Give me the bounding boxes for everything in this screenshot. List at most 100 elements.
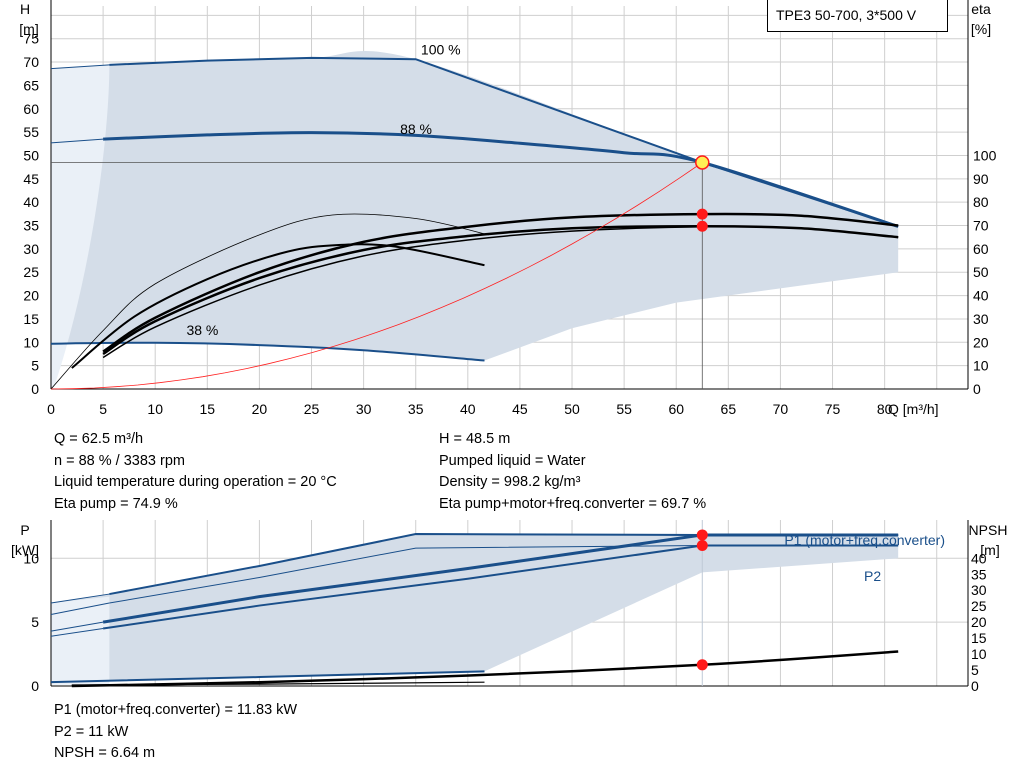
- power-curve-extension: [50, 602, 110, 615]
- info-liquid: Pumped liquid = Water: [439, 452, 586, 469]
- eta-tick-label: 80: [973, 194, 989, 210]
- npsh-tick-label: 10: [971, 646, 987, 662]
- info-top-right: H = 48.5 m Pumped liquid = Water Density…: [439, 429, 706, 515]
- p1-series-label: P1 (motor+freq.converter): [784, 532, 945, 548]
- npsh-axis-unit: [m]: [980, 542, 999, 558]
- h-axis-label: H: [20, 1, 30, 17]
- npsh-tick-label: 5: [971, 662, 979, 678]
- info-flow: Q = 62.5 m³/h: [54, 431, 144, 447]
- p2-marker: [696, 540, 708, 552]
- h-tick-label: 55: [23, 124, 39, 140]
- h-tick-label: 10: [23, 334, 39, 350]
- power-curve: [50, 670, 485, 684]
- eta-tick-label: 0: [973, 381, 981, 397]
- x-tick-label: 30: [356, 401, 372, 417]
- eta-tick-label: 30: [973, 311, 989, 327]
- npsh-tick-label: 15: [971, 630, 987, 646]
- h-tick-label: 65: [23, 77, 39, 93]
- npsh-tick-label: 35: [971, 566, 987, 582]
- efficiency-curve: [102, 225, 899, 359]
- x-tick-label: 15: [200, 401, 216, 417]
- power-curve: [102, 533, 899, 624]
- x-tick-label: 35: [408, 401, 424, 417]
- eta-tick-label: 60: [973, 241, 989, 257]
- p1-marker: [696, 529, 708, 541]
- p-axis-label: P: [20, 522, 29, 538]
- x-axis-label: Q [m³/h]: [888, 401, 939, 417]
- p-tick-label: 0: [31, 678, 39, 694]
- p-tick-label: 5: [31, 614, 39, 630]
- operating-envelope: [51, 51, 899, 361]
- h-tick-label: 40: [23, 194, 39, 210]
- eta-marker: [696, 220, 708, 232]
- eta-tick-label: 10: [973, 358, 989, 374]
- eta-tick-label: 20: [973, 334, 989, 350]
- info-speed: n = 88 % / 3383 rpm: [54, 452, 185, 469]
- npsh-curve-low: [71, 681, 485, 686]
- npsh-curve: [71, 650, 899, 688]
- power-curve: [102, 544, 899, 630]
- p-tick-label: 10: [23, 550, 39, 566]
- low-flow-power-envelope: [51, 596, 110, 685]
- eta-tick-label: 40: [973, 288, 989, 304]
- x-tick-label: 55: [616, 401, 632, 417]
- info-density: Density = 998.2 kg/m³: [439, 474, 581, 490]
- npsh-tick-label: 0: [971, 678, 979, 694]
- h-tick-label: 60: [23, 101, 39, 117]
- h-tick-label: 0: [31, 381, 39, 397]
- eta-tick-label: 70: [973, 218, 989, 234]
- efficiency-curve: [71, 243, 485, 369]
- info-p1: P1 (motor+freq.converter) = 11.83 kW: [54, 702, 298, 718]
- system-curve: [50, 162, 703, 390]
- x-tick-label: 80: [877, 401, 893, 417]
- x-tick-label: 65: [721, 401, 737, 417]
- info-p2: P2 = 11 kW: [54, 723, 129, 740]
- power-curve-extension: [50, 621, 104, 632]
- info-bottom: P1 (motor+freq.converter) = 11.83 kW P2 …: [54, 700, 297, 765]
- speed-label: 100 %: [421, 42, 461, 58]
- h-tick-label: 20: [23, 288, 39, 304]
- h-tick-label: 45: [23, 171, 39, 187]
- x-tick-label: 70: [773, 401, 789, 417]
- head-curve-extension: [50, 138, 104, 144]
- x-tick-label: 10: [147, 401, 163, 417]
- x-tick-label: 50: [564, 401, 580, 417]
- x-tick-label: 40: [460, 401, 476, 417]
- low-flow-envelope: [51, 64, 110, 389]
- info-eta-pump: Eta pump = 74.9 %: [54, 495, 178, 512]
- x-tick-label: 20: [252, 401, 268, 417]
- npsh-tick-label: 25: [971, 598, 987, 614]
- info-temperature: Liquid temperature during operation = 20…: [54, 474, 337, 490]
- x-tick-label: 5: [99, 401, 107, 417]
- power-curve-extension: [50, 628, 104, 637]
- head-curve-extension: [50, 64, 110, 70]
- npsh-tick-label: 30: [971, 582, 987, 598]
- power-envelope: [51, 534, 899, 683]
- speed-label: 88 %: [400, 121, 432, 137]
- p-axis-unit: [kW]: [11, 542, 39, 558]
- x-tick-label: 25: [304, 401, 320, 417]
- eta-tick-label: 50: [973, 264, 989, 280]
- h-axis-unit: [m]: [19, 21, 38, 37]
- h-tick-label: 75: [23, 31, 39, 47]
- h-tick-label: 50: [23, 147, 39, 163]
- power-curve-extension: [50, 593, 110, 604]
- h-tick-label: 30: [23, 241, 39, 257]
- x-tick-label: 45: [512, 401, 528, 417]
- npsh-tick-label: 20: [971, 614, 987, 630]
- efficiency-curve: [102, 212, 899, 353]
- h-tick-label: 15: [23, 311, 39, 327]
- x-tick-label: 60: [668, 401, 684, 417]
- h-tick-label: 5: [31, 358, 39, 374]
- info-eta-total: Eta pump+motor+freq.converter = 69.7 %: [439, 495, 707, 512]
- eta-axis-unit: [%]: [971, 21, 991, 37]
- npsh-axis-label: NPSH: [969, 522, 1008, 538]
- efficiency-curve: [50, 213, 489, 390]
- duty-point-marker: [695, 155, 710, 170]
- h-tick-label: 70: [23, 54, 39, 70]
- x-tick-label: 75: [825, 401, 841, 417]
- eta-marker: [696, 208, 708, 220]
- speed-label: 38 %: [186, 322, 218, 338]
- eta-tick-label: 100: [973, 147, 997, 163]
